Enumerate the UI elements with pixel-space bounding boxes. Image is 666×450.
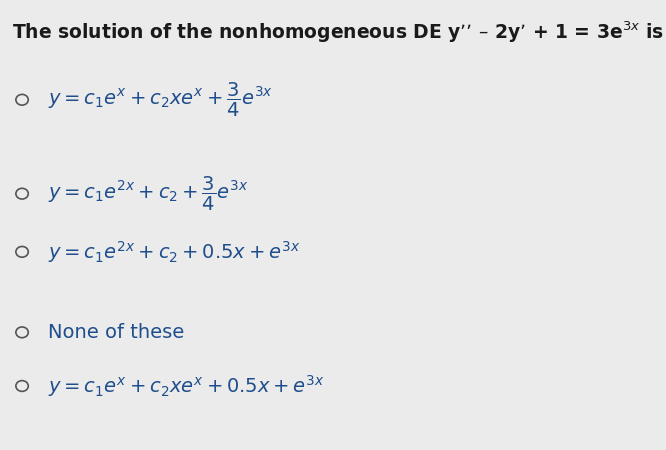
Text: $y = c_1e^{2x} + c_2 + 0.5x + e^{3x}$: $y = c_1e^{2x} + c_2 + 0.5x + e^{3x}$ [48,239,300,265]
Text: $y = c_1e^x + c_2xe^x + 0.5x + e^{3x}$: $y = c_1e^x + c_2xe^x + 0.5x + e^{3x}$ [48,373,324,399]
Text: None of these: None of these [48,323,184,342]
Text: $y = c_1e^x + c_2xe^x + \dfrac{3}{4}e^{3x}$: $y = c_1e^x + c_2xe^x + \dfrac{3}{4}e^{3… [48,81,273,119]
Text: $y = c_1e^{2x} + c_2 + \dfrac{3}{4}e^{3x}$: $y = c_1e^{2x} + c_2 + \dfrac{3}{4}e^{3x… [48,175,248,213]
Text: The solution of the nonhomogeneous DE y’’ – 2y’ + 1 = 3e$^{3x}$ is: The solution of the nonhomogeneous DE y’… [12,19,663,45]
